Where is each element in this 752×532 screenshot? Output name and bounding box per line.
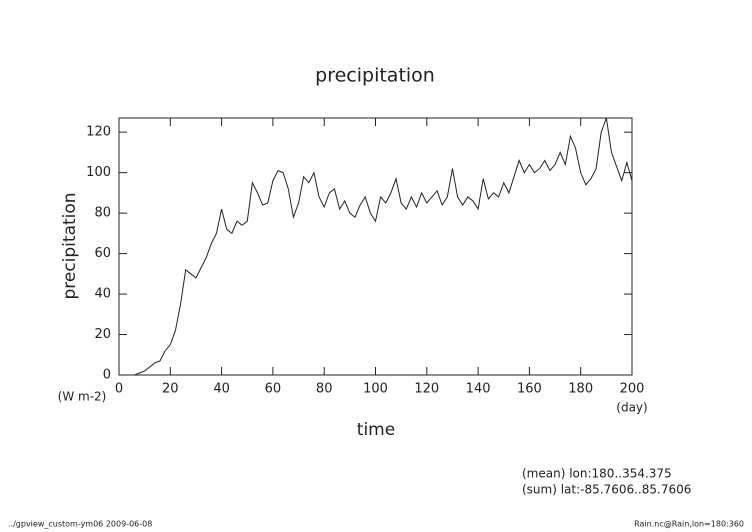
plot-frame	[118, 117, 633, 376]
x-tick-label: 20	[162, 382, 179, 397]
x-tick-label: 180	[568, 382, 593, 397]
y-tick-label: 120	[86, 125, 111, 140]
x-tick-label: 80	[316, 382, 333, 397]
y-tick-label: 0	[103, 368, 111, 383]
x-tick-label: 100	[363, 382, 388, 397]
annotation: (mean) lon:180..354.375	[522, 467, 672, 481]
y-tick-label: 20	[94, 327, 111, 342]
x-tick-label: 160	[517, 382, 542, 397]
y-axis-label: precipitation	[60, 192, 80, 299]
y-tick-label: 40	[94, 287, 111, 302]
x-tick-label: 140	[466, 382, 491, 397]
chart-title: precipitation	[315, 65, 435, 87]
footer-left: ../gpview_custom-ym06 2009-06-08	[8, 520, 152, 529]
x-tick-label: 60	[265, 382, 282, 397]
footer-right: Rain.nc@Rain,lon=180:360	[634, 520, 744, 529]
x-tick-label: 120	[414, 382, 439, 397]
data-line	[119, 117, 633, 376]
annotation: (sum) lat:-85.7606..85.7606	[522, 483, 691, 497]
x-axis-label: time	[357, 420, 395, 440]
x-unit: (day)	[616, 401, 647, 415]
x-tick-label: 200	[620, 382, 645, 397]
y-tick-label: 100	[86, 165, 111, 180]
x-tick-label: 0	[115, 382, 123, 397]
y-tick-label: 80	[94, 206, 111, 221]
x-tick-label: 40	[213, 382, 230, 397]
y-unit: (W m-2)	[58, 390, 107, 404]
y-tick-label: 60	[94, 246, 111, 261]
